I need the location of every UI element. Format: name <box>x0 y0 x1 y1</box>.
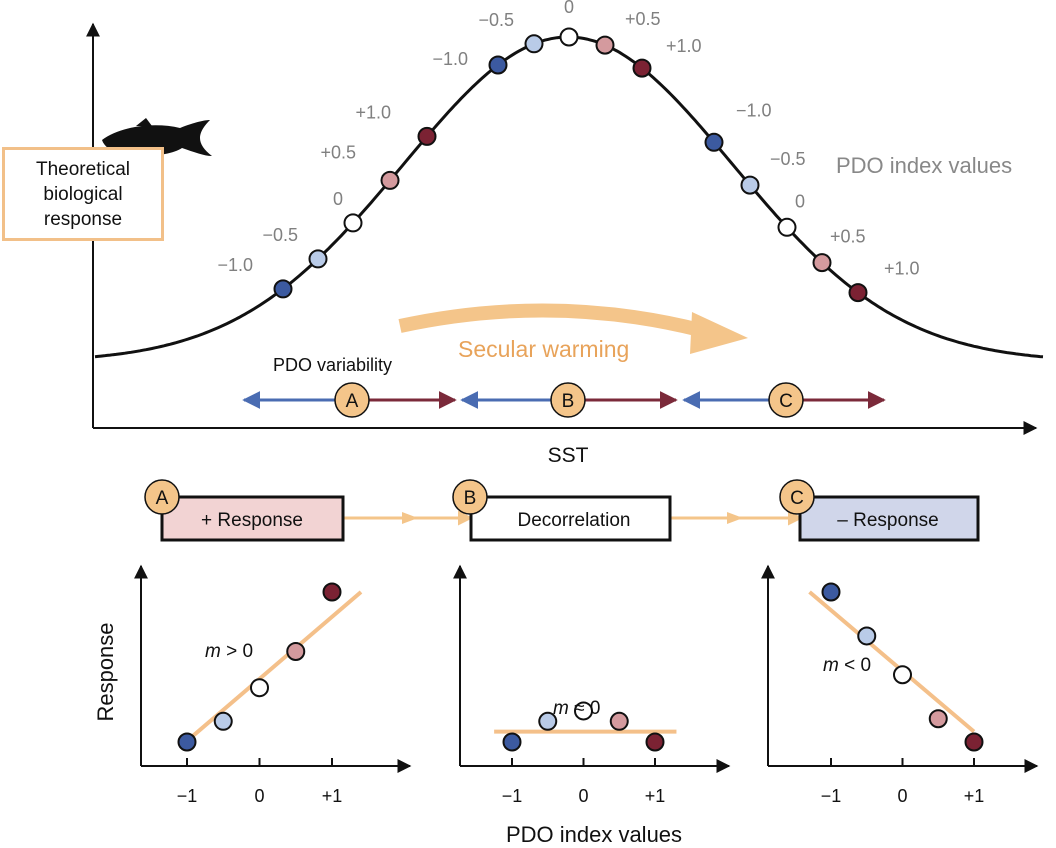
top-panel: −1.0−0.50+0.5+1.0−1.0−0.50+0.5+1.0−1.0−0… <box>86 0 1044 467</box>
pdo-point-c-2 <box>777 217 797 237</box>
pdo-point-c-1 <box>740 175 760 195</box>
flow-label-b: Decorrelation <box>518 510 631 531</box>
secular-warming-arrow <box>398 303 702 337</box>
pdo-point-b-1 <box>524 34 544 54</box>
region-badge-label-c: C <box>779 391 793 412</box>
x-tick-label: −1 <box>177 786 198 806</box>
secular-warming-arrowhead <box>690 312 748 354</box>
x-tick-label: 0 <box>578 786 588 806</box>
scatter-panel-2: −1 0 +1 m ≈ 0 <box>453 564 731 806</box>
scatter-point <box>502 732 522 752</box>
flow-badge-a <box>144 479 180 515</box>
pdo-point-label-b-3: +0.5 <box>625 9 661 29</box>
theoretical-response-label: Theoretical biological response <box>36 158 130 230</box>
fit-line <box>178 590 363 749</box>
bottom-x-axis-label: PDO index values <box>506 822 682 847</box>
pdo-point-label-a-1: −0.5 <box>262 225 298 245</box>
pdo-point-label-b-4: +1.0 <box>666 36 702 56</box>
x-tick-label: 0 <box>897 786 907 806</box>
x-tick-label: +1 <box>964 786 985 806</box>
scatter-point <box>574 701 593 721</box>
x-axis-label: SST <box>548 444 589 467</box>
pdo-point-b-2 <box>559 27 579 47</box>
scatter-point <box>322 582 342 602</box>
legend-label: PDO index values <box>836 153 1012 178</box>
pdo-point-label-b-0: −1.0 <box>432 49 468 69</box>
scatter-point <box>250 678 269 698</box>
pdo-point-label-c-4: +1.0 <box>884 259 920 279</box>
x-tick-label: +1 <box>322 786 343 806</box>
pdo-point-a-3 <box>380 170 400 190</box>
pdo-point-c-3 <box>812 253 832 273</box>
scatter-point <box>893 665 912 685</box>
flow-badge-b <box>452 479 488 515</box>
scatter-point <box>645 732 665 752</box>
fit-line <box>808 590 976 734</box>
pdo-point-a-4 <box>417 126 437 146</box>
flow-badge-b-label: B <box>464 488 477 509</box>
pdo-point-c-4 <box>848 283 868 303</box>
pdo-point-b-3 <box>595 35 615 55</box>
pdo-point-label-c-2: 0 <box>795 191 805 211</box>
scatter-panel-3: −1 0 +1 m < 0 <box>761 564 1039 806</box>
region-badge-a <box>334 382 370 418</box>
x-tick-label: +1 <box>645 786 666 806</box>
slope-annotation: m < 0 <box>823 655 871 676</box>
pdo-point-label-a-2: 0 <box>333 189 343 209</box>
region-badge-label-b: B <box>562 391 575 412</box>
theoretical-response-box: Theoretical biological response <box>2 147 164 241</box>
flow-box-b <box>469 495 672 542</box>
flow-badge-c <box>779 479 815 515</box>
slope-annotation: m > 0 <box>205 641 253 662</box>
variability-arrows: A B C <box>242 382 886 418</box>
region-badge-b <box>550 382 586 418</box>
pdo-point-label-a-0: −1.0 <box>217 255 253 275</box>
flow-connector-1-mid-arrow <box>402 512 418 524</box>
slope-annotation: m ≈ 0 <box>553 698 600 719</box>
scatter-point <box>857 626 877 646</box>
scatter-point <box>177 732 197 752</box>
flow-row: + Response Decorrelation – Response A B … <box>144 479 980 542</box>
pdo-point-label-b-2: 0 <box>564 0 574 17</box>
x-tick-label: −1 <box>502 786 523 806</box>
pdo-point-label-a-3: +0.5 <box>320 142 356 162</box>
pdo-variability-label: PDO variability <box>273 355 392 375</box>
scatter-panels: −1 0 +1 m > 0 −1 0 +1 m ≈ 0 −1 0 +1 m < 0 <box>134 564 1039 806</box>
pdo-point-a-1 <box>308 249 328 269</box>
pdo-point-label-c-1: −0.5 <box>770 149 806 169</box>
flow-badge-a-label: A <box>156 488 169 509</box>
x-tick-label: 0 <box>254 786 264 806</box>
pdo-point-a-2 <box>343 213 363 233</box>
pdo-point-label-c-0: −1.0 <box>736 100 772 120</box>
flow-connector-2-mid-arrow <box>727 512 743 524</box>
region-badge-c <box>768 382 804 418</box>
scatter-point <box>609 711 629 731</box>
secular-warming-label: Secular warming <box>458 336 629 362</box>
pdo-point-label-b-1: −0.5 <box>478 10 514 30</box>
region-badge-label-a: A <box>346 391 359 412</box>
scatter-point <box>213 711 233 731</box>
bottom-y-axis-label: Response <box>93 622 118 721</box>
pdo-points: −1.0−0.50+0.5+1.0−1.0−0.50+0.5+1.0−1.0−0… <box>217 0 920 303</box>
flow-box-a <box>160 495 345 542</box>
scatter-panel-1: −1 0 +1 m > 0 <box>134 564 412 806</box>
flow-label-a: + Response <box>201 510 303 531</box>
flow-badge-c-label: C <box>790 488 804 509</box>
pdo-point-b-0 <box>488 55 508 75</box>
pdo-point-c-0 <box>704 132 724 152</box>
x-tick-label: −1 <box>821 786 842 806</box>
scatter-point <box>538 711 558 731</box>
flow-box-c <box>798 495 980 542</box>
scatter-point <box>286 641 306 661</box>
pdo-point-label-a-4: +1.0 <box>355 102 391 122</box>
scatter-point <box>821 582 841 602</box>
pdo-point-b-4 <box>632 58 652 78</box>
flow-label-c: – Response <box>837 510 938 531</box>
pdo-point-a-0 <box>273 279 293 299</box>
scatter-point <box>928 709 948 729</box>
scatter-point <box>964 732 984 752</box>
pdo-point-label-c-3: +0.5 <box>830 227 866 247</box>
